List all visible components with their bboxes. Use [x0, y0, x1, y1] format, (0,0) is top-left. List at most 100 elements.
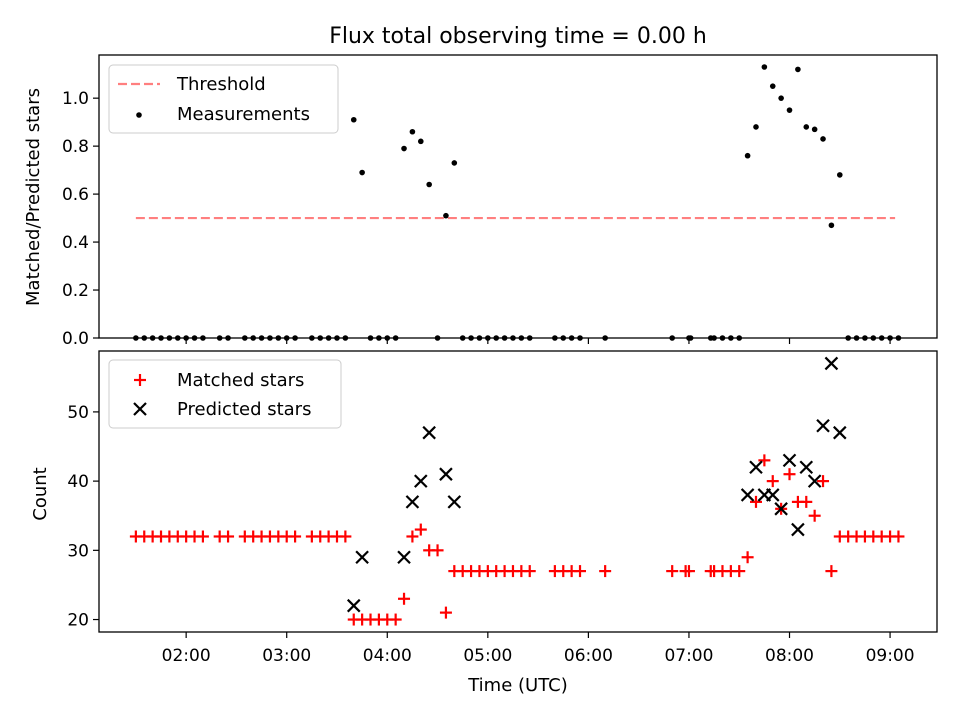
- matched-point: [574, 565, 587, 578]
- matched-legend-swatch: [134, 374, 146, 386]
- predicted-legend-swatch: [133, 402, 147, 416]
- measurement-point: [836, 172, 843, 178]
- matched-point: [825, 565, 838, 578]
- matched-point: [439, 606, 452, 619]
- x-tick-label: 08:00: [765, 646, 814, 666]
- top-axes-frame: [98, 54, 938, 339]
- matched-legend-label: Matched stars: [177, 370, 304, 391]
- predicted-point: [799, 460, 814, 475]
- x-tick-label: 06:00: [564, 646, 613, 666]
- measurement-point: [426, 181, 432, 188]
- predicted-point: [782, 453, 797, 468]
- x-axis-label: Time (UTC): [467, 675, 568, 696]
- measurement-point: [744, 152, 751, 159]
- matched-point: [289, 530, 302, 543]
- measurement-point: [409, 128, 416, 135]
- bottom-y-axis-label: Count: [30, 467, 51, 520]
- y-tick-label: 50: [67, 403, 89, 423]
- measurement-point: [753, 124, 759, 130]
- matched-point: [406, 530, 419, 543]
- matched-point: [599, 565, 612, 578]
- predicted-point: [807, 474, 822, 488]
- measurement-point: [350, 116, 357, 123]
- top-y-ticks: 0.0 0.2 0.4 0.6 0.8 1.0: [62, 89, 99, 349]
- y-tick-label: 1.0: [62, 89, 89, 109]
- x-tick-label: 05:00: [463, 646, 512, 666]
- panel-counts: 20 30 40 50 02:00 03:00 04:00 05:00 06:00 07:00 0…: [30, 350, 938, 696]
- top-x-ticks: [185, 338, 891, 344]
- matched-point: [682, 565, 695, 578]
- matched-point: [766, 475, 779, 488]
- measurement-point: [443, 212, 449, 219]
- y-tick-label: 0.8: [62, 137, 89, 157]
- predicted-point: [422, 425, 436, 440]
- predicted-point: [397, 550, 411, 565]
- x-tick-label: 02:00: [162, 646, 211, 666]
- x-tick-label: 03:00: [262, 646, 311, 666]
- measurement-point: [769, 83, 776, 89]
- x-tick-label: 07:00: [664, 646, 713, 666]
- y-tick-label: 0.6: [62, 185, 89, 205]
- y-tick-label: 40: [67, 472, 89, 492]
- measurement-point: [417, 138, 424, 145]
- top-legend: Threshold Measurements: [108, 64, 339, 134]
- predicted-point: [816, 418, 830, 433]
- predicted-point: [749, 460, 763, 475]
- x-tick-label: 04:00: [363, 646, 412, 666]
- measurement-point: [803, 124, 810, 130]
- matched-point: [414, 523, 427, 536]
- measurement-point: [811, 126, 818, 133]
- matched-point: [758, 454, 771, 467]
- predicted-point: [740, 488, 755, 502]
- matched-stars-series: [129, 454, 905, 626]
- matched-point: [800, 495, 813, 508]
- matched-point: [339, 530, 352, 543]
- matched-point: [817, 475, 830, 488]
- matched-point: [389, 613, 402, 626]
- predicted-point: [355, 550, 369, 565]
- matched-point: [523, 565, 536, 578]
- y-tick-label: 20: [67, 611, 89, 631]
- predicted-point: [765, 488, 780, 502]
- predicted-point: [439, 467, 453, 481]
- y-tick-label: 0.2: [62, 281, 89, 301]
- predicted-point: [833, 425, 847, 440]
- bottom-y-ticks: 20 30 40 50: [67, 403, 99, 631]
- matched-point: [749, 495, 762, 508]
- y-tick-label: 0.4: [62, 233, 89, 253]
- bottom-x-ticks: 02:00 03:00 04:00 05:00 06:00 07:00 08:00 09:00: [162, 632, 915, 666]
- top-legend-box: [108, 64, 339, 134]
- predicted-legend-label: Predicted stars: [177, 399, 311, 420]
- matched-point: [741, 551, 754, 564]
- predicted-point: [414, 474, 428, 488]
- measurement-point: [401, 145, 407, 152]
- measurement-point: [359, 169, 365, 176]
- predicted-point: [346, 598, 361, 613]
- matched-point: [808, 509, 821, 522]
- measurement-point: [820, 136, 826, 142]
- matched-point: [222, 530, 235, 543]
- matched-point: [733, 565, 746, 578]
- y-tick-label: 30: [67, 541, 89, 561]
- chart-title: Flux total observing time = 0.00 h: [329, 24, 707, 49]
- bottom-legend: Matched stars Predicted stars: [108, 359, 342, 429]
- predicted-point: [447, 495, 462, 509]
- measurements-legend-label: Measurements: [177, 104, 310, 125]
- measurement-point: [786, 107, 793, 113]
- matched-point: [196, 530, 209, 543]
- measurement-point: [761, 64, 768, 70]
- predicted-point: [824, 356, 839, 371]
- bottom-axes-frame: [98, 350, 938, 633]
- top-y-axis-label: Matched/Predicted stars: [23, 88, 44, 306]
- measurements-legend-swatch: [136, 112, 142, 118]
- predicted-point: [774, 502, 788, 516]
- predicted-stars-series: [346, 356, 847, 613]
- measurement-point: [795, 66, 801, 73]
- y-tick-label: 0.0: [62, 329, 89, 349]
- bottom-plot-area: [129, 356, 905, 626]
- measurement-point: [778, 95, 784, 101]
- matched-point: [398, 592, 411, 605]
- matched-point: [892, 530, 905, 543]
